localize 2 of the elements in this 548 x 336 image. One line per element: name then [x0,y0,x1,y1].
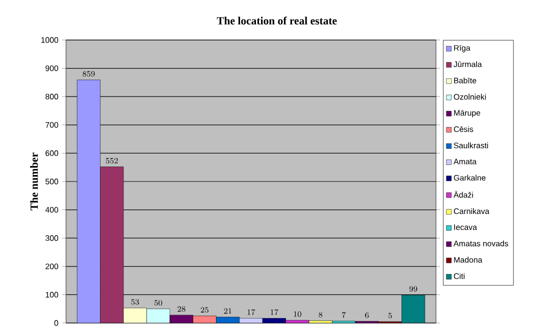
y-axis-title: The number [30,152,38,210]
chart-title: The location of real estate [216,16,337,24]
